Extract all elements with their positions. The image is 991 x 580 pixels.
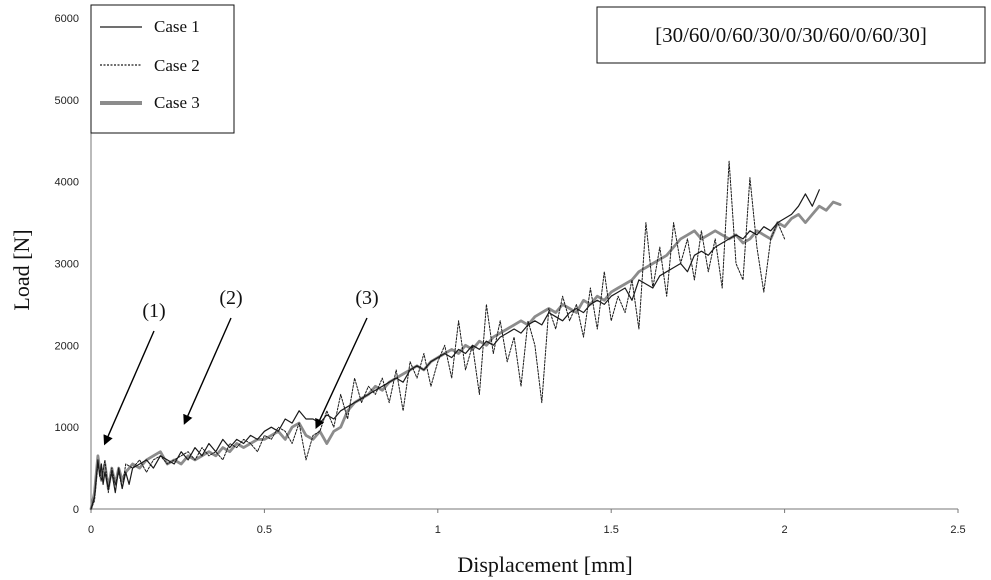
x-tick-label: 2.5 — [950, 524, 965, 536]
legend: Case 1 Case 2 Case 3 — [90, 4, 235, 134]
y-tick-label: 4000 — [55, 177, 79, 189]
annotations: (1) (2) (3) — [103, 287, 379, 446]
legend-box — [90, 4, 235, 134]
y-tick-label: 2000 — [55, 340, 79, 352]
annotation-arrow — [103, 330, 155, 446]
y-tick-label: 6000 — [55, 13, 79, 25]
y-axis-title: Load [N] — [9, 229, 34, 310]
layup-label: [30/60/0/60/30/0/30/60/0/60/30] — [655, 23, 927, 47]
x-tick-label: 1.5 — [604, 524, 619, 536]
series-line-case-1 — [90, 189, 820, 510]
legend-label-case-3: Case 3 — [154, 93, 200, 112]
x-axis-ticks: 0 0.5 1 1.5 2 2.5 — [88, 509, 966, 536]
x-tick-label: 2 — [782, 524, 788, 536]
annotation-label: (3) — [355, 287, 378, 309]
x-axis-title: Displacement [mm] — [457, 552, 632, 577]
y-tick-label: 3000 — [55, 259, 79, 271]
annotation-arrow — [315, 317, 368, 429]
annotation-label: (2) — [219, 287, 242, 309]
x-tick-label: 0.5 — [257, 524, 272, 536]
annotation-arrow — [183, 317, 232, 425]
annotation-label: (1) — [142, 300, 165, 322]
y-tick-label: 1000 — [55, 422, 79, 434]
legend-label-case-2: Case 2 — [154, 56, 200, 75]
x-tick-label: 0 — [88, 524, 94, 536]
x-tick-label: 1 — [435, 524, 441, 536]
y-tick-label: 0 — [73, 504, 79, 516]
series-line-case-3 — [89, 200, 842, 511]
series-layer — [89, 160, 842, 511]
y-axis-ticks: 0 1000 2000 3000 4000 5000 6000 — [55, 13, 79, 516]
y-tick-label: 5000 — [55, 95, 79, 107]
layup-box: [30/60/0/60/30/0/30/60/0/60/30] — [596, 6, 986, 64]
legend-label-case-1: Case 1 — [154, 17, 200, 36]
layup-box-border — [596, 6, 986, 64]
series-line-case-2 — [90, 160, 786, 510]
